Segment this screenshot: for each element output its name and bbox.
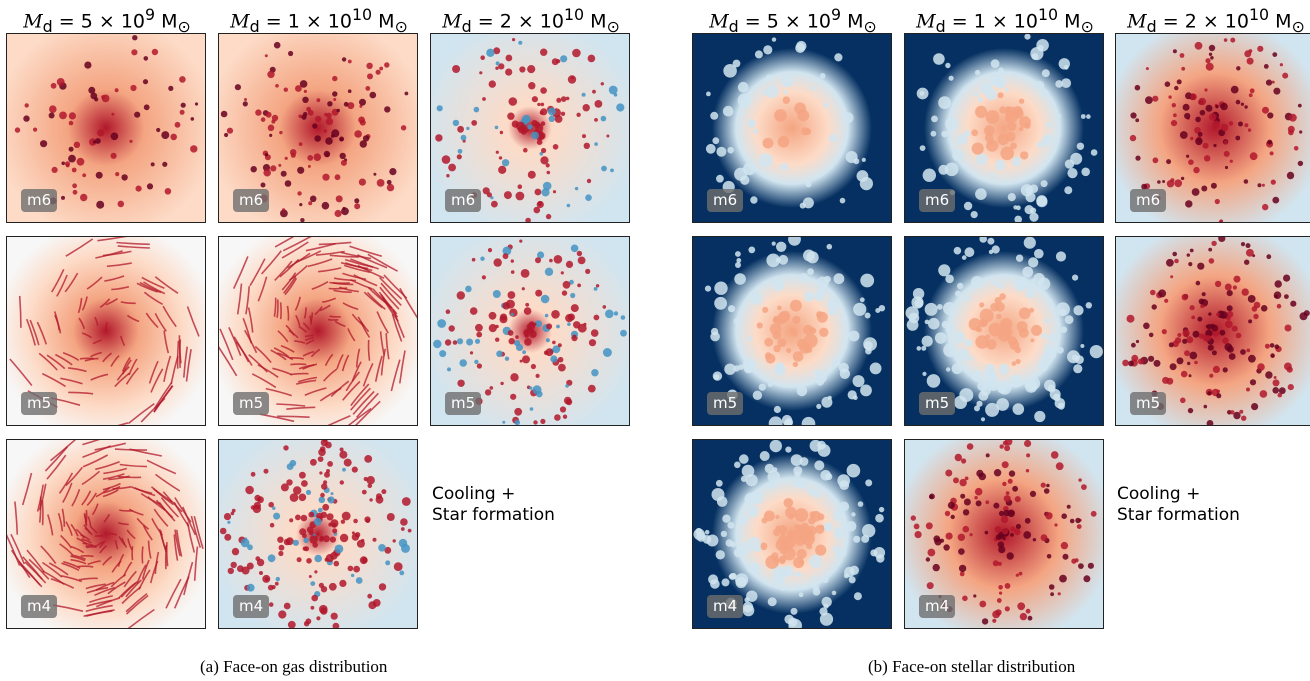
resolution-badge: m5 [445, 392, 482, 415]
resolution-badge: m5 [919, 392, 956, 415]
resolution-badge: m5 [707, 392, 744, 415]
caption-gas: (a) Face-on gas distribution [200, 657, 388, 676]
resolution-badge: m6 [1130, 189, 1167, 212]
gas-panel-m5-mid: m5 [218, 236, 418, 426]
gas-panel-m4-low: m4 [6, 439, 206, 629]
gas-panel-m6-low: m6 [6, 33, 206, 223]
gas-panel-m6-mid: m6 [218, 33, 418, 223]
stellar-panel-m5-low: m5 [692, 236, 892, 426]
gas-panel-m5-low: m5 [6, 236, 206, 426]
stellar-panel-m4-mid: m4 [904, 439, 1104, 629]
stellar-column-title-1: Md = 5 × 109 M⊙ [709, 5, 877, 37]
resolution-badge: m6 [707, 189, 744, 212]
gas-column-title-1: Md = 5 × 109 M⊙ [23, 5, 191, 37]
resolution-badge: m5 [233, 392, 270, 415]
stellar-panel-m5-high: m5 [1115, 236, 1310, 426]
gas-column-title-2: Md = 1 × 1010 M⊙ [230, 5, 408, 37]
stellar-column-title-2: Md = 1 × 1010 M⊙ [916, 5, 1094, 37]
resolution-badge: m4 [233, 595, 270, 618]
resolution-badge: m5 [1130, 392, 1167, 415]
resolution-badge: m6 [445, 189, 482, 212]
resolution-badge: m4 [21, 595, 58, 618]
stellar-column-title-3: Md = 2 × 1010 M⊙ [1127, 5, 1305, 37]
resolution-badge: m6 [233, 189, 270, 212]
gas-panel-m6-high: m6 [430, 33, 630, 223]
stellar-panel-m5-mid: m5 [904, 236, 1104, 426]
stellar-side-label: Cooling + Star formation [1117, 484, 1240, 525]
resolution-badge: m4 [707, 595, 744, 618]
caption-stellar: (b) Face-on stellar distribution [868, 657, 1076, 676]
stellar-panel-m4-low: m4 [692, 439, 892, 629]
stellar-panel-m6-high: m6 [1115, 33, 1310, 223]
gas-side-label: Cooling + Star formation [432, 484, 555, 525]
gas-panel-m5-high: m5 [430, 236, 630, 426]
stellar-panel-m6-mid: m6 [904, 33, 1104, 223]
gas-column-title-3: Md = 2 × 1010 M⊙ [442, 5, 620, 37]
resolution-badge: m6 [919, 189, 956, 212]
resolution-badge: m4 [919, 595, 956, 618]
gas-panel-m4-mid: m4 [218, 439, 418, 629]
resolution-badge: m5 [21, 392, 58, 415]
stellar-panel-m6-low: m6 [692, 33, 892, 223]
resolution-badge: m6 [21, 189, 58, 212]
